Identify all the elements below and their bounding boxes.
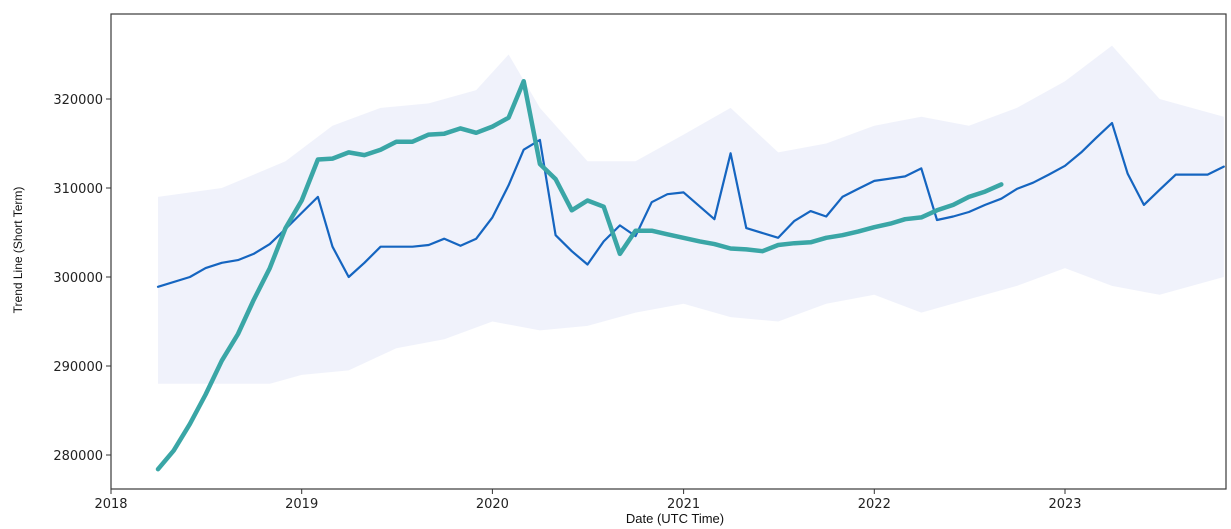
- series-line-2: [155, 78, 1004, 472]
- x-tick-label: 2021: [667, 497, 700, 512]
- band-area: [158, 45, 1224, 384]
- x-tick-label: 2018: [94, 497, 127, 512]
- confidence-band: [158, 45, 1224, 384]
- x-axis-ticks: 2018 2019 2020 2021 2022 2023: [94, 489, 1082, 512]
- x-axis-title: Date (UTC Time): [626, 511, 724, 526]
- plot-lines: [155, 78, 1225, 472]
- y-axis-title: Trend Line (Short Term): [11, 187, 25, 314]
- y-tick-label: 310000: [53, 182, 103, 197]
- y-tick-label: 300000: [53, 271, 103, 286]
- y-axis-ticks: 280000 290000 300000 310000 320000: [53, 93, 111, 464]
- x-tick-label: 2022: [858, 497, 891, 512]
- plot-frame: [110, 13, 1227, 490]
- series-line-1: [156, 121, 1225, 288]
- x-tick-label: 2023: [1048, 497, 1081, 512]
- y-tick-label: 290000: [53, 360, 103, 375]
- x-tick-label: 2019: [285, 497, 318, 512]
- x-tick-label: 2020: [476, 497, 509, 512]
- y-tick-label: 280000: [53, 449, 103, 464]
- y-tick-label: 320000: [53, 93, 103, 108]
